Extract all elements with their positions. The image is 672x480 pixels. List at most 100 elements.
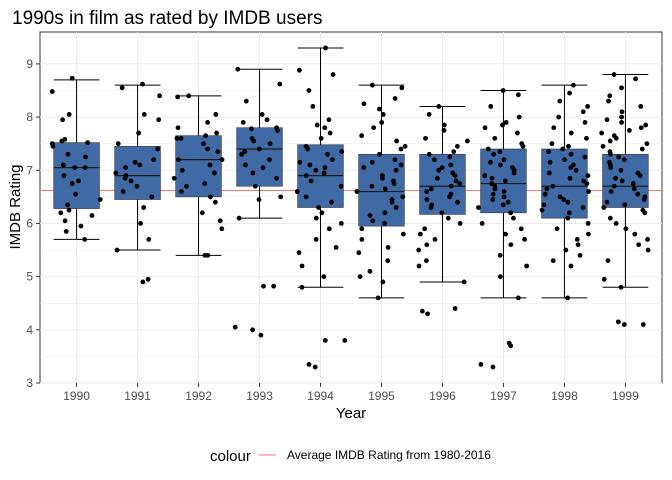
data-point	[398, 146, 404, 152]
data-point	[643, 122, 649, 128]
data-point	[82, 237, 88, 242]
data-point	[370, 218, 376, 224]
data-point	[447, 194, 452, 200]
data-point	[50, 143, 56, 149]
data-point	[212, 199, 218, 205]
data-point	[544, 186, 550, 192]
data-point	[314, 122, 320, 128]
x-tick-label: 1998	[551, 389, 578, 403]
data-point	[618, 284, 624, 290]
data-point	[136, 130, 142, 136]
data-point	[267, 141, 273, 147]
data-point	[321, 274, 327, 280]
data-point	[607, 215, 613, 221]
data-point	[322, 338, 328, 343]
data-point	[445, 215, 451, 221]
data-point	[318, 135, 324, 141]
data-point	[428, 205, 434, 210]
data-point	[615, 319, 621, 325]
data-point	[393, 167, 399, 173]
y-tick-label: 8	[26, 110, 33, 124]
data-point	[394, 138, 400, 144]
data-point	[137, 162, 143, 168]
data-point	[490, 364, 496, 370]
data-point	[140, 81, 145, 87]
data-point	[140, 279, 146, 285]
data-point	[174, 135, 180, 141]
data-point	[511, 170, 517, 176]
data-point	[402, 143, 408, 149]
data-point	[66, 207, 72, 213]
data-point	[604, 199, 610, 205]
data-point	[424, 189, 430, 194]
data-point	[581, 178, 587, 184]
data-point	[618, 167, 624, 173]
data-point	[307, 162, 313, 168]
data-point	[476, 205, 481, 210]
data-point	[574, 237, 580, 242]
data-point	[500, 122, 505, 128]
data-point	[422, 226, 428, 232]
data-point	[604, 117, 610, 123]
data-point	[451, 149, 457, 155]
data-point	[619, 85, 624, 91]
data-point	[453, 178, 459, 184]
data-point	[327, 130, 333, 136]
data-point	[601, 205, 607, 210]
data-point	[65, 151, 71, 157]
data-point	[392, 157, 398, 163]
data-point	[299, 263, 305, 269]
data-point	[359, 226, 365, 232]
data-point	[608, 165, 614, 171]
data-point	[566, 210, 572, 216]
data-point	[319, 210, 325, 216]
data-point	[178, 135, 184, 141]
data-point	[482, 173, 488, 178]
data-point	[278, 194, 284, 200]
data-point	[638, 125, 644, 131]
data-point	[313, 215, 319, 221]
data-point	[568, 130, 574, 136]
data-point	[119, 85, 125, 91]
data-point	[114, 247, 120, 253]
data-point	[59, 138, 65, 144]
data-point	[207, 162, 213, 168]
data-point	[432, 157, 437, 163]
data-point	[626, 127, 632, 133]
data-point	[491, 151, 497, 157]
data-point	[492, 135, 498, 141]
data-point	[478, 361, 484, 367]
data-point	[208, 194, 213, 200]
data-point	[497, 252, 503, 258]
data-point	[575, 242, 581, 248]
data-point	[399, 85, 405, 91]
data-point	[423, 135, 428, 141]
data-point	[546, 149, 551, 155]
data-point	[392, 96, 398, 101]
data-point	[316, 205, 322, 210]
data-point	[488, 104, 494, 109]
data-point	[436, 104, 442, 109]
data-point	[619, 114, 625, 120]
data-point	[212, 170, 217, 176]
data-point	[419, 308, 425, 314]
data-point	[60, 117, 66, 123]
data-point	[202, 252, 208, 258]
data-point	[611, 183, 617, 189]
data-point	[565, 215, 571, 221]
data-point	[389, 199, 395, 205]
x-tick-label: 1999	[612, 389, 639, 403]
data-point	[547, 170, 552, 176]
data-point	[382, 210, 388, 216]
data-point	[492, 186, 498, 192]
data-point	[382, 186, 388, 192]
data-point	[630, 181, 636, 186]
data-point	[250, 170, 256, 176]
data-point	[310, 104, 316, 109]
x-axis-ticks: 1990 1991 1992 1993 1994 1995 1996 1997 1998 1999	[63, 383, 639, 403]
data-point	[601, 276, 607, 282]
data-point	[380, 112, 386, 117]
data-point	[76, 178, 81, 184]
data-point	[312, 364, 318, 370]
y-tick-label: 6	[26, 216, 33, 230]
